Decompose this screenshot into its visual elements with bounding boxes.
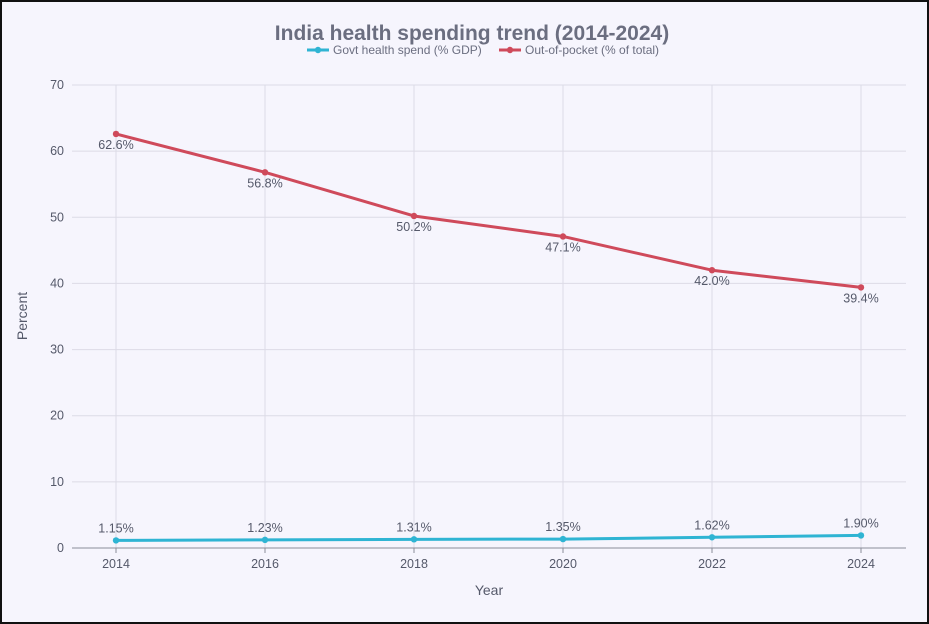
data-label: 1.90% [843, 516, 878, 530]
grid [72, 84, 906, 549]
y-tick-label: 70 [50, 78, 64, 92]
y-tick-label: 10 [50, 475, 64, 489]
legend-label: Govt health spend (% GDP) [333, 43, 482, 57]
data-label: 1.23% [247, 521, 282, 535]
data-point [261, 536, 269, 544]
y-tick-label: 40 [50, 276, 64, 290]
legend[interactable]: Govt health spend (% GDP) Out-of-pocket (… [307, 43, 659, 57]
y-axis-ticks: 0 10 20 30 40 50 60 70 [50, 78, 64, 555]
legend-item-0[interactable]: Govt health spend (% GDP) [307, 43, 482, 57]
legend-swatch-marker [314, 46, 322, 54]
y-tick-label: 60 [50, 144, 64, 158]
legend-item-1[interactable]: Out-of-pocket (% of total) [499, 43, 659, 57]
data-label: 1.15% [98, 521, 133, 535]
legend-label: Out-of-pocket (% of total) [525, 43, 659, 57]
data-point [112, 537, 120, 544]
series-line-0 [115, 533, 862, 542]
data-label: 62.6% [98, 138, 133, 152]
data-point [559, 535, 567, 543]
data-label: 1.35% [545, 520, 580, 534]
y-tick-label: 20 [50, 409, 64, 423]
data-label: 47.1% [545, 240, 580, 254]
x-tick-label: 2018 [400, 557, 428, 571]
x-tick-label: 2024 [847, 557, 875, 571]
x-axis-title: Year [475, 582, 504, 598]
data-point [410, 536, 418, 543]
data-point [112, 130, 120, 138]
y-tick-label: 0 [57, 541, 64, 555]
data-label: 42.0% [694, 274, 729, 288]
data-label: 1.62% [694, 518, 729, 532]
data-point [261, 169, 269, 176]
y-tick-label: 50 [50, 210, 64, 224]
data-point [708, 267, 716, 274]
data-label: 56.8% [247, 176, 282, 190]
data-point [559, 233, 567, 240]
data-point [410, 212, 418, 220]
data-label: 50.2% [396, 220, 431, 234]
series-line-1 [115, 132, 862, 289]
data-point [857, 284, 865, 291]
chart-title: India health spending trend (2014-2024) [275, 22, 669, 45]
y-axis-title: Percent [14, 292, 30, 340]
x-tick-label: 2022 [698, 557, 726, 571]
data-point [708, 534, 716, 541]
x-tick-label: 2016 [251, 557, 279, 571]
data-point [857, 532, 865, 539]
data-label: 39.4% [843, 291, 878, 305]
legend-swatch-marker [506, 46, 514, 54]
y-tick-label: 30 [50, 343, 64, 357]
x-tick-label: 2020 [549, 557, 577, 571]
x-tick-label: 2014 [102, 557, 130, 571]
x-axis-ticks: 2014 2016 2018 2020 2022 2024 [102, 548, 875, 571]
series-layer: 1.15% 1.23% 1.31% 1.35% 1.62% 1.90% 62.6% 56.8%… [98, 130, 879, 544]
data-label: 1.31% [396, 520, 431, 534]
